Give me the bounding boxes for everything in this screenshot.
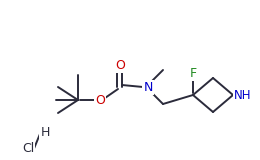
Text: H: H (40, 125, 50, 139)
Text: O: O (115, 59, 125, 72)
Text: F: F (190, 67, 197, 80)
Text: NH: NH (234, 88, 252, 101)
Text: O: O (95, 93, 105, 107)
Text: Cl: Cl (22, 141, 34, 155)
Text: N: N (143, 80, 153, 93)
